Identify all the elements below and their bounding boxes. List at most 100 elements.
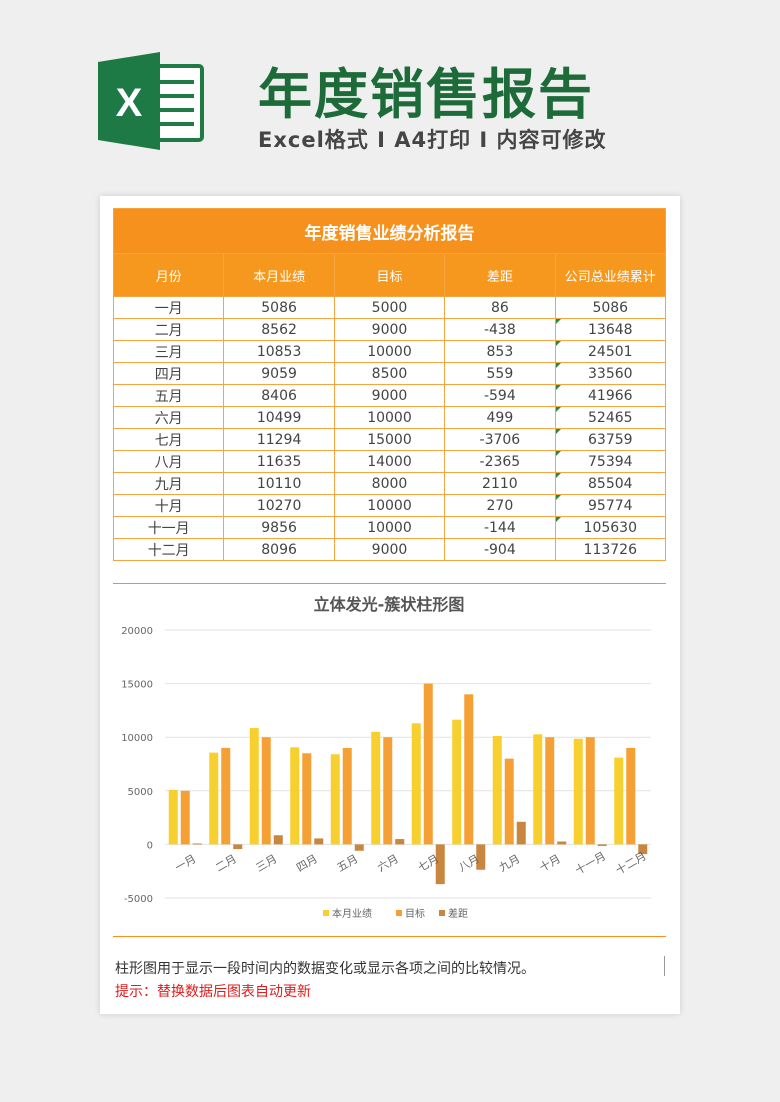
table-cell[interactable]: -594	[444, 384, 556, 407]
table-cell[interactable]: 41966	[554, 384, 667, 407]
table-row: 十月 10270 10000 270 95774	[112, 494, 667, 517]
table-cell[interactable]: 七月	[112, 428, 225, 451]
table-cell[interactable]: 9000	[333, 318, 446, 341]
x-tick-label: 一月	[173, 852, 199, 874]
bar-2	[395, 839, 405, 845]
table-cell[interactable]: 11294	[223, 428, 335, 451]
table-cell[interactable]: 2110	[444, 472, 556, 495]
bar-1	[302, 753, 312, 845]
table-cell[interactable]: 五月	[112, 384, 225, 407]
y-tick-label: 5000	[128, 787, 153, 798]
table-cell[interactable]: -144	[444, 516, 556, 539]
bar-1	[545, 737, 555, 845]
bar-2	[476, 844, 486, 870]
table-cell[interactable]: 113726	[554, 538, 667, 561]
table-cell[interactable]: 10000	[333, 494, 446, 517]
table-cell[interactable]: 二月	[112, 318, 225, 341]
table-row: 二月 8562 9000 -438 13648	[112, 318, 667, 341]
table-cell[interactable]: 10000	[333, 406, 446, 429]
table-cell[interactable]: 8562	[223, 318, 335, 341]
table-cell[interactable]: 十一月	[112, 516, 225, 539]
chart-area: 立体发光-簇状柱形图 20000 15000 10000 5000 0 -5000 一月 二月三…	[113, 583, 666, 937]
table-cell[interactable]: 95774	[554, 494, 667, 517]
table-cell[interactable]: 10853	[223, 340, 335, 363]
table-cell[interactable]: 33560	[554, 362, 667, 385]
table-cell[interactable]: 8406	[223, 384, 335, 407]
table-cell[interactable]: 15000	[333, 428, 446, 451]
bar-0	[533, 734, 543, 845]
table-cell[interactable]: 9000	[333, 384, 446, 407]
table-row: 十二月 8096 9000 -904 113726	[112, 538, 667, 561]
table-cell[interactable]: 一月	[112, 296, 225, 319]
table-cell[interactable]: -904	[444, 538, 556, 561]
y-tick-label: 15000	[121, 680, 153, 691]
table-cell[interactable]: 75394	[554, 450, 667, 473]
table-row: 一月 5086 5000 86 5086	[112, 296, 667, 319]
table-cell[interactable]: 四月	[112, 362, 225, 385]
bar-2	[435, 844, 445, 885]
table-row: 七月 11294 15000 -3706 63759	[112, 428, 667, 451]
table-cell[interactable]: 63759	[554, 428, 667, 451]
table-cell[interactable]: 六月	[112, 406, 225, 429]
table-cell[interactable]: 52465	[554, 406, 667, 429]
bar-2	[597, 844, 607, 846]
table-cell[interactable]: 853	[444, 340, 556, 363]
table-cell[interactable]: -2365	[444, 450, 556, 473]
bar-2	[192, 843, 202, 845]
table-cell[interactable]: 8096	[223, 538, 335, 561]
bar-1	[626, 747, 636, 845]
table-cell[interactable]: 十月	[112, 494, 225, 517]
table-cell[interactable]: 8000	[333, 472, 446, 495]
table-row: 四月 9059 8500 559 33560	[112, 362, 667, 385]
bar-2	[557, 841, 567, 845]
table-cell[interactable]: 10000	[333, 516, 446, 539]
table-cell[interactable]: 8500	[333, 362, 446, 385]
bar-2	[314, 838, 324, 845]
table-cell[interactable]: 13648	[554, 318, 667, 341]
table-cell[interactable]: 10000	[333, 340, 446, 363]
y-tick-label: 0	[147, 840, 153, 851]
table-cell[interactable]: 10499	[223, 406, 335, 429]
table-cell[interactable]: 5000	[333, 296, 446, 319]
legend-label: 差距	[448, 907, 468, 920]
legend-swatch	[396, 910, 402, 916]
table-cell[interactable]: -3706	[444, 428, 556, 451]
table-cell[interactable]: 24501	[554, 340, 667, 363]
table-cell[interactable]: 105630	[554, 516, 667, 539]
table-cell[interactable]: 10270	[223, 494, 335, 517]
table-cell[interactable]: 三月	[112, 340, 225, 363]
bar-0	[452, 719, 462, 845]
table-cell[interactable]: 5086	[554, 296, 667, 319]
table-cell[interactable]: 270	[444, 494, 556, 517]
table-cell[interactable]: 9000	[333, 538, 446, 561]
bar-1	[464, 694, 474, 845]
table-cell[interactable]: 10110	[223, 472, 335, 495]
table-cell[interactable]: -438	[444, 318, 556, 341]
table-cell[interactable]: 九月	[112, 472, 225, 495]
table-cell[interactable]: 9059	[223, 362, 335, 385]
bar-0	[614, 757, 624, 845]
table-row: 八月 11635 14000 -2365 75394	[112, 450, 667, 473]
table-cell[interactable]: 9856	[223, 516, 335, 539]
column-header: 目标	[333, 253, 446, 297]
y-tick-label: -5000	[124, 894, 153, 905]
table-cell[interactable]: 八月	[112, 450, 225, 473]
x-tick-label: 十一月	[572, 849, 608, 878]
bar-1	[585, 737, 595, 845]
table-row: 六月 10499 10000 499 52465	[112, 406, 667, 429]
table-cell[interactable]: 14000	[333, 450, 446, 473]
table-row: 三月 10853 10000 853 24501	[112, 340, 667, 363]
table-cell[interactable]: 86	[444, 296, 556, 319]
table-cell[interactable]: 十二月	[112, 538, 225, 561]
page-subtitle: Excel格式 I A4打印 I 内容可修改	[258, 128, 607, 152]
table-header-row: 月份 本月业绩 目标 差距 公司总业绩累计	[112, 253, 667, 297]
bar-2	[354, 844, 364, 851]
table-cell[interactable]: 559	[444, 362, 556, 385]
table-cell[interactable]: 5086	[223, 296, 335, 319]
table-cell[interactable]: 499	[444, 406, 556, 429]
table-cell[interactable]: 85504	[554, 472, 667, 495]
table-cell[interactable]: 11635	[223, 450, 335, 473]
y-tick-label: 20000	[121, 626, 153, 637]
chart-description: 柱形图用于显示一段时间内的数据变化或显示各项之间的比较情况。	[115, 961, 535, 977]
bar-0	[411, 723, 421, 845]
